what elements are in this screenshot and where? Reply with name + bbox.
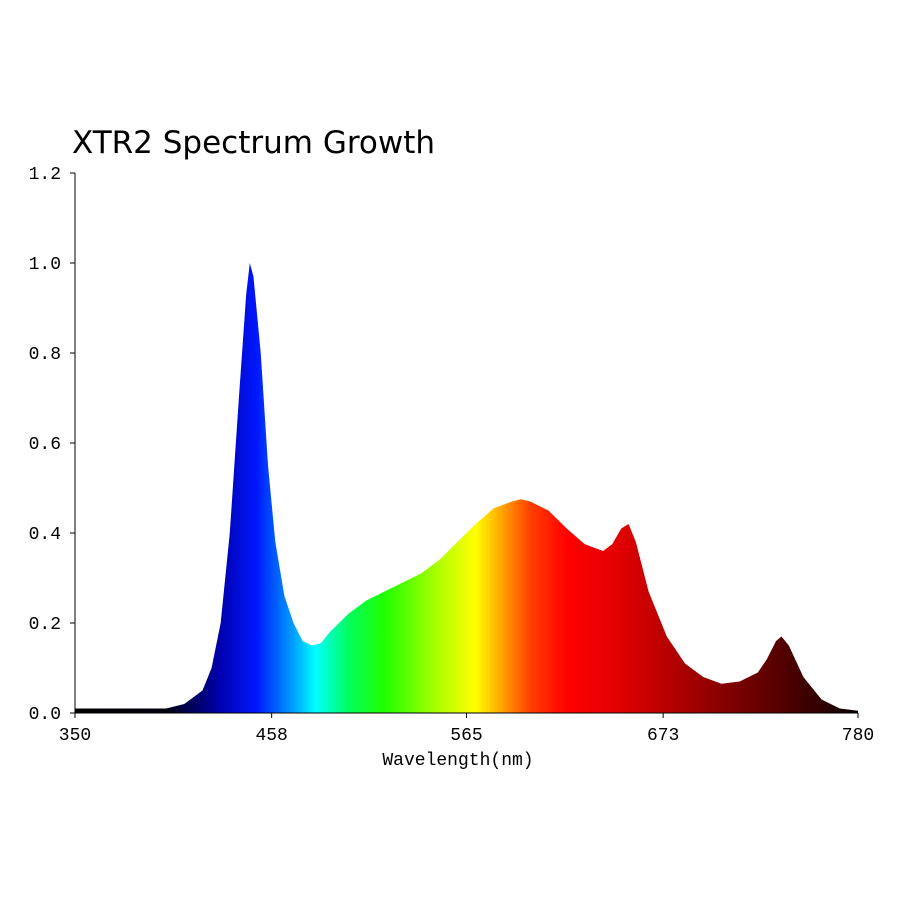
x-tick-label: 565: [450, 726, 482, 746]
y-tick-label: 0.4: [29, 525, 61, 545]
x-tick-label: 458: [255, 726, 287, 746]
x-tick-label: 673: [647, 726, 679, 746]
y-tick-label: 0.6: [29, 435, 61, 455]
y-tick-label: 0.0: [29, 705, 61, 725]
x-axis-label: Wavelength(nm): [382, 751, 533, 771]
y-tick-label: 0.8: [29, 345, 61, 365]
spectrum-area: [75, 263, 858, 713]
x-tick-label: 350: [59, 726, 91, 746]
x-tick-label: 780: [842, 726, 874, 746]
y-tick-label: 0.2: [29, 615, 61, 635]
chart-title: XTR2 Spectrum Growth: [72, 125, 435, 161]
y-tick-label: 1.0: [29, 255, 61, 275]
y-tick-label: 1.2: [29, 165, 61, 185]
